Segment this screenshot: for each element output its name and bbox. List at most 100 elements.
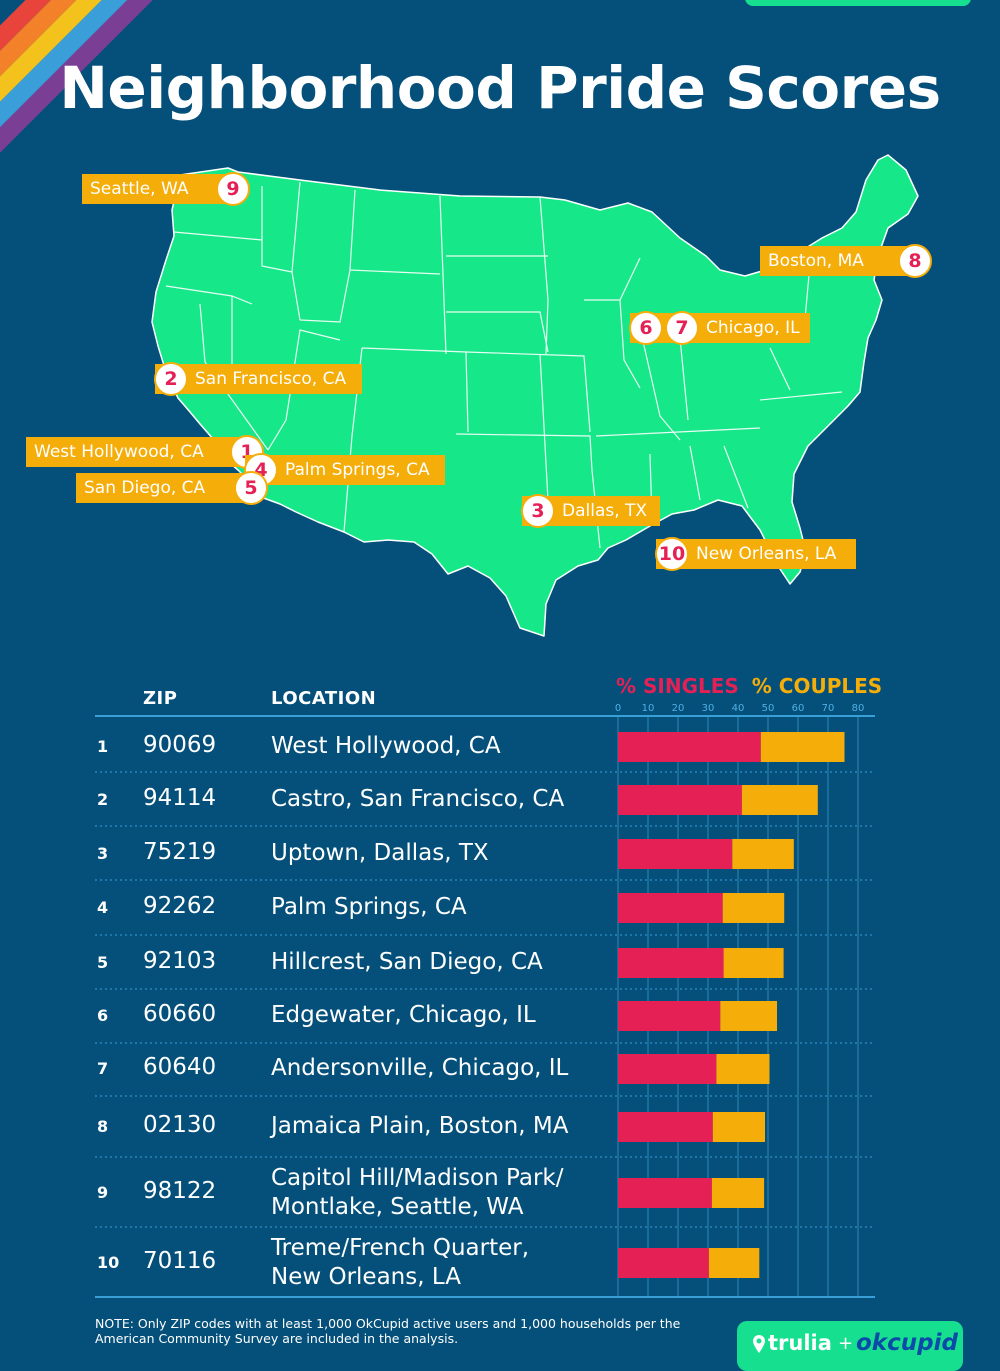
map-label-text: Dallas, TX	[562, 501, 648, 521]
singles-bar	[618, 732, 761, 762]
map-rank-circle: 10	[655, 537, 689, 571]
singles-bar	[618, 1248, 709, 1278]
couples-bar	[722, 893, 785, 923]
map-label-text: West Hollywood, CA	[34, 442, 204, 462]
chart-legend: % SINGLES % COUPLES	[616, 674, 882, 698]
couples-bar	[711, 1178, 765, 1208]
row-location-line: Uptown, Dallas, TX	[271, 840, 489, 866]
x-tick-label: 10	[642, 703, 655, 714]
couples-bar	[732, 839, 794, 869]
singles-bar	[618, 1054, 717, 1084]
x-tick-label: 80	[852, 703, 865, 714]
okcupid-logo: okcupid	[856, 1330, 958, 1356]
map-pin-icon	[753, 1335, 765, 1353]
row-location-line: Jamaica Plain, Boston, MA	[271, 1113, 569, 1139]
row-location-line: New Orleans, LA	[271, 1264, 461, 1290]
row-zip: 60640	[143, 1054, 217, 1080]
couples-bar	[760, 732, 845, 762]
map-label: 3 Dallas, TX	[521, 494, 660, 528]
footnote: NOTE: Only ZIP codes with at least 1,000…	[95, 1316, 681, 1346]
map-rank-circle: 6	[629, 311, 663, 345]
map-rank-circle: 2	[154, 362, 188, 396]
singles-bar	[618, 1178, 712, 1208]
row-location-line: West Hollywood, CA	[271, 733, 501, 759]
row-location: West Hollywood, CA	[271, 732, 501, 761]
row-location-line: Castro, San Francisco, CA	[271, 786, 565, 812]
map-rank-circle: 7	[665, 311, 699, 345]
x-tick-label: 50	[762, 703, 775, 714]
couples-bar	[741, 785, 818, 815]
map-label-text: Seattle, WA	[90, 179, 189, 199]
row-zip: 75219	[143, 839, 217, 865]
map-label-text: New Orleans, LA	[696, 544, 837, 564]
row-location: Treme/French Quarter, New Orleans, LA	[271, 1234, 529, 1292]
row-zip: 90069	[143, 732, 217, 758]
x-tick-label: 70	[822, 703, 835, 714]
x-tick-label: 30	[702, 703, 715, 714]
row-location: Jamaica Plain, Boston, MA	[271, 1112, 568, 1141]
row-rank: 3	[97, 844, 109, 863]
top-tab-decoration	[745, 0, 971, 6]
row-zip: 70116	[143, 1248, 217, 1274]
row-location-line: Treme/French Quarter,	[271, 1235, 530, 1261]
map-label: 2 San Francisco, CA	[154, 362, 362, 396]
legend-singles: % SINGLES	[616, 674, 739, 698]
row-zip: 92262	[143, 893, 217, 919]
location-header: LOCATION	[271, 688, 377, 709]
singles-bar	[618, 839, 733, 869]
row-rank: 1	[97, 737, 109, 756]
row-rank: 6	[97, 1006, 109, 1025]
map-label-text: Palm Springs, CA	[285, 460, 430, 480]
x-tick-label: 20	[672, 703, 685, 714]
row-zip: 94114	[143, 785, 217, 811]
singles-bar	[618, 893, 723, 923]
singles-bar	[618, 1112, 713, 1142]
rainbow-stripe	[0, 0, 153, 153]
map-rank-circle: 5	[234, 471, 268, 505]
row-location-line: Andersonville, Chicago, IL	[271, 1055, 569, 1081]
row-location: Uptown, Dallas, TX	[271, 839, 489, 868]
row-rank: 5	[97, 953, 109, 972]
page-title: Neighborhood Pride Scores	[59, 54, 941, 122]
singles-bar	[618, 785, 742, 815]
map-label-text: Boston, MA	[768, 251, 864, 271]
map-label-text: Chicago, IL	[706, 318, 800, 338]
map-label: 5 San Diego, CA	[76, 471, 268, 505]
map-label: 6 7 Chicago, IL	[629, 311, 810, 345]
map-label: 9 Seattle, WA	[82, 172, 250, 206]
zip-header: ZIP	[143, 688, 178, 709]
couples-bar	[716, 1054, 770, 1084]
legend-couples: % COUPLES	[751, 674, 883, 698]
row-location: Andersonville, Chicago, IL	[271, 1054, 568, 1083]
singles-bar	[618, 1001, 721, 1031]
row-location-line: Palm Springs, CA	[271, 894, 467, 920]
x-tick-label: 40	[732, 703, 745, 714]
row-rank: 9	[97, 1183, 109, 1202]
row-rank: 4	[97, 898, 109, 917]
row-zip: 60660	[143, 1001, 217, 1027]
row-location-line: Hillcrest, San Diego, CA	[271, 949, 543, 975]
row-zip: 02130	[143, 1112, 217, 1138]
row-location: Hillcrest, San Diego, CA	[271, 948, 543, 977]
row-location: Edgewater, Chicago, IL	[271, 1001, 536, 1030]
map-label: 10 New Orleans, LA	[655, 537, 856, 571]
x-tick-label: 60	[792, 703, 805, 714]
x-tick-label: 0	[615, 703, 621, 714]
row-zip: 92103	[143, 948, 217, 974]
map-label: 8 Boston, MA	[760, 244, 932, 278]
couples-bar	[720, 1001, 777, 1031]
row-location-line: Capitol Hill/Madison Park/	[271, 1165, 564, 1191]
map-label-text: San Francisco, CA	[195, 369, 347, 389]
singles-bar	[618, 948, 724, 978]
logo-plus: +	[838, 1333, 854, 1354]
row-location: Capitol Hill/Madison Park/Montlake, Seat…	[271, 1164, 563, 1222]
row-location: Palm Springs, CA	[271, 893, 467, 922]
rainbow-stripes	[0, 0, 153, 153]
trulia-logo: trulia	[768, 1331, 832, 1355]
row-rank: 2	[97, 790, 109, 809]
couples-bar	[723, 948, 784, 978]
row-zip: 98122	[143, 1178, 217, 1204]
map-rank-circle: 3	[521, 494, 555, 528]
map-rank-circle: 9	[216, 172, 250, 206]
